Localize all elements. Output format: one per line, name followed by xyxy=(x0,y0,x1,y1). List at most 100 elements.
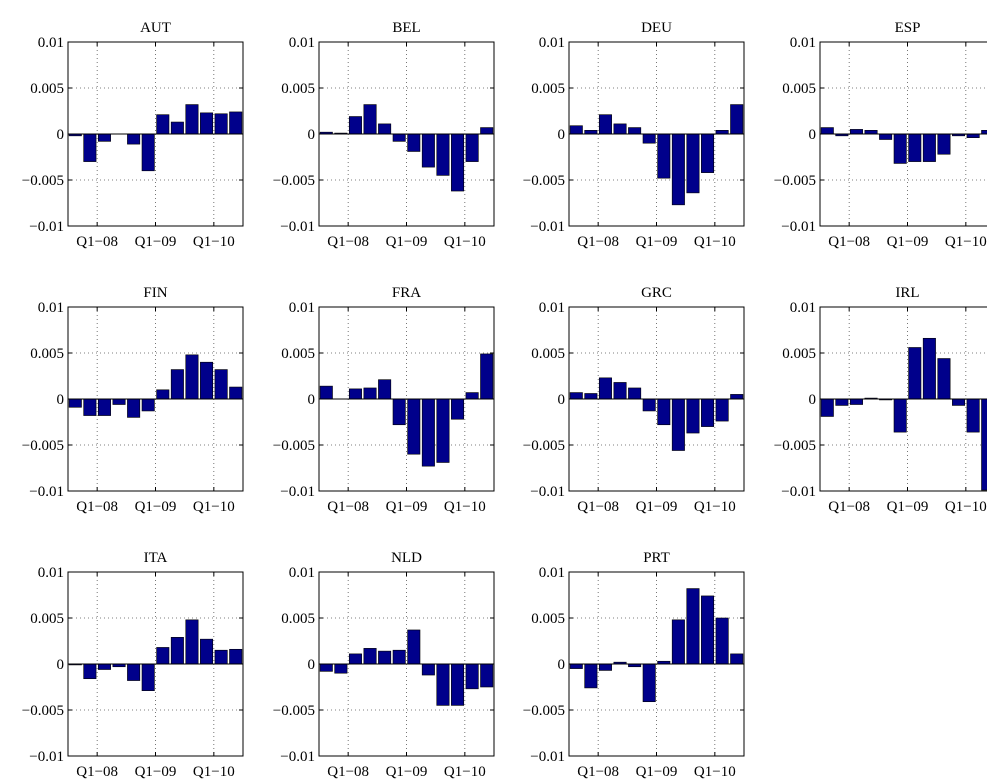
bar xyxy=(908,133,922,162)
bar xyxy=(642,663,656,703)
y-tick-label: −0.005 xyxy=(22,703,64,719)
bar xyxy=(922,337,936,400)
bar xyxy=(715,130,729,135)
bar xyxy=(730,653,744,665)
bar xyxy=(966,133,980,138)
bar xyxy=(569,125,583,135)
bar xyxy=(170,637,184,665)
y-tick-label: 0.01 xyxy=(539,565,565,581)
bar xyxy=(407,398,421,455)
panel-grc: GRC 0.01 0.005 0 −0.005 −0.01 Q1−08 Q1−09 Q1−10 xyxy=(523,285,745,515)
y-tick-label: 0.005 xyxy=(531,611,565,627)
x-tick-label: Q1−08 xyxy=(76,499,118,515)
bar xyxy=(701,398,715,427)
bar xyxy=(937,133,951,155)
y-tick-label: 0.01 xyxy=(38,565,64,581)
bar xyxy=(185,104,199,135)
bar xyxy=(141,133,155,172)
bar xyxy=(214,649,228,665)
y-tick-label: −0.01 xyxy=(781,484,816,500)
bar xyxy=(598,663,612,671)
bar xyxy=(893,133,907,164)
panel-title: PRT xyxy=(643,550,670,566)
bar xyxy=(820,127,834,135)
bar xyxy=(319,663,333,672)
x-tick-label: Q1−10 xyxy=(444,234,486,250)
bar xyxy=(348,116,362,135)
bar xyxy=(378,379,392,400)
y-tick-label: −0.01 xyxy=(781,219,816,235)
bar xyxy=(229,648,243,665)
bar xyxy=(363,104,377,135)
x-tick-label: Q1−10 xyxy=(444,764,486,780)
bar xyxy=(584,663,598,689)
bar xyxy=(363,387,377,400)
y-tick-label: 0.005 xyxy=(30,81,64,97)
y-tick-label: 0 xyxy=(57,127,65,143)
bar xyxy=(127,133,141,145)
bar xyxy=(628,127,642,135)
x-tick-label: Q1−09 xyxy=(135,234,177,250)
x-tick-label: Q1−08 xyxy=(828,234,870,250)
x-tick-label: Q1−08 xyxy=(327,234,369,250)
bar xyxy=(671,398,685,451)
bar xyxy=(981,398,987,491)
bar xyxy=(200,638,214,665)
x-tick-label: Q1−08 xyxy=(577,499,619,515)
y-tick-label: −0.01 xyxy=(29,749,64,765)
bar xyxy=(392,649,406,665)
x-tick-label: Q1−10 xyxy=(694,764,736,780)
y-tick-label: −0.01 xyxy=(530,219,565,235)
bar xyxy=(584,393,598,400)
y-tick-label: −0.005 xyxy=(273,703,315,719)
panel-title: IRL xyxy=(895,285,919,301)
y-tick-label: −0.005 xyxy=(774,173,816,189)
bar xyxy=(908,347,922,400)
x-tick-label: Q1−09 xyxy=(135,499,177,515)
bar xyxy=(436,663,450,706)
bar xyxy=(185,354,199,400)
bar xyxy=(849,129,863,135)
x-tick-label: Q1−09 xyxy=(636,234,678,250)
bar xyxy=(156,647,170,665)
bar xyxy=(849,398,863,405)
y-tick-label: −0.005 xyxy=(273,173,315,189)
bar xyxy=(200,112,214,135)
y-tick-label: 0.005 xyxy=(281,611,315,627)
x-tick-label: Q1−10 xyxy=(694,234,736,250)
bar xyxy=(657,133,671,179)
bar xyxy=(141,663,155,691)
bar xyxy=(421,663,435,676)
y-tick-label: 0.005 xyxy=(782,81,816,97)
x-tick-label: Q1−10 xyxy=(945,499,987,515)
bar xyxy=(864,130,878,135)
panel-fin: FIN 0.01 0.005 0 −0.005 −0.01 Q1−08 Q1−09 Q1−10 xyxy=(22,285,244,515)
bar xyxy=(701,595,715,665)
y-tick-label: 0 xyxy=(57,657,65,673)
y-tick-label: −0.005 xyxy=(774,438,816,454)
bar xyxy=(83,398,97,416)
bar xyxy=(952,398,966,406)
y-tick-label: 0.01 xyxy=(289,35,315,51)
bar xyxy=(214,113,228,135)
bar xyxy=(642,398,656,412)
bar xyxy=(348,388,362,400)
x-tick-label: Q1−09 xyxy=(887,499,929,515)
bar xyxy=(407,629,421,665)
bar xyxy=(480,663,494,688)
bar xyxy=(922,133,936,162)
bar xyxy=(715,398,729,422)
y-tick-label: 0.01 xyxy=(289,300,315,316)
x-tick-label: Q1−09 xyxy=(636,499,678,515)
panel-nld: NLD 0.01 0.005 0 −0.005 −0.01 Q1−08 Q1−09 Q1−10 xyxy=(273,550,495,780)
panel-fra: FRA 0.01 0.005 0 −0.005 −0.01 Q1−08 Q1−09 Q1−10 xyxy=(273,285,495,515)
bar xyxy=(465,133,479,162)
y-tick-label: −0.01 xyxy=(29,219,64,235)
bar xyxy=(598,114,612,135)
x-tick-label: Q1−08 xyxy=(577,234,619,250)
x-tick-label: Q1−10 xyxy=(945,234,987,250)
y-tick-label: −0.005 xyxy=(273,438,315,454)
y-tick-label: 0.005 xyxy=(531,346,565,362)
y-tick-label: 0.005 xyxy=(281,81,315,97)
bar xyxy=(214,369,228,400)
